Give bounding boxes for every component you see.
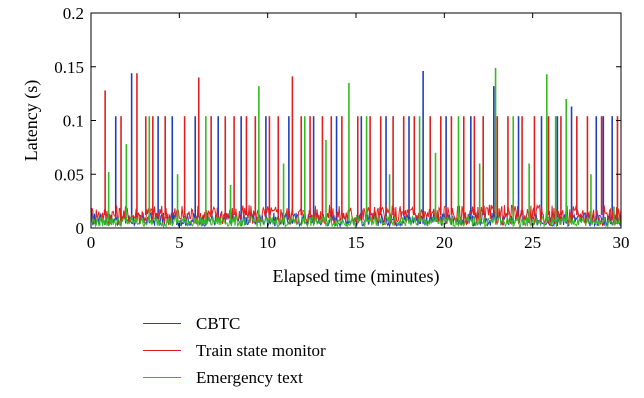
legend-swatch-cbtc [143, 323, 181, 324]
series-1 [90, 73, 622, 227]
series-group [90, 67, 622, 229]
x-tick-label-5: 25 [524, 233, 541, 252]
series-0 [90, 71, 621, 229]
x-tick-label-1: 5 [175, 233, 184, 252]
ticks-group: 0 5 10 15 20 25 30 0 0.05 0.1 0.15 0.2 [54, 4, 629, 252]
x-axis-title: Elapsed time (minutes) [273, 266, 440, 287]
legend-item-cbtc: CBTC [143, 310, 326, 337]
series-2-baseline-line [90, 214, 622, 229]
legend-item-emergency-text: Emergency text [143, 364, 326, 391]
y-tick-label-0: 0 [76, 219, 85, 238]
x-tick-label-4: 20 [436, 233, 453, 252]
y-tick-label-2: 0.1 [63, 112, 84, 131]
y-tick-label-4: 0.2 [63, 4, 84, 23]
legend-swatch-train-state-monitor [143, 350, 181, 351]
y-tick-label-1: 0.05 [54, 165, 84, 184]
x-tick-label-6: 30 [613, 233, 630, 252]
legend-swatch-emergency-text [143, 377, 181, 378]
series-1-baseline-line [90, 203, 622, 227]
plot-background [91, 13, 621, 228]
legend-item-train-state-monitor: Train state monitor [143, 337, 326, 364]
x-tick-label-0: 0 [87, 233, 96, 252]
series-2 [90, 67, 622, 229]
x-tick-label-3: 15 [348, 233, 365, 252]
legend: CBTC Train state monitor Emergency text [143, 310, 326, 391]
y-axis-title: Latency (s) [21, 80, 42, 161]
legend-label-emergency-text: Emergency text [196, 367, 303, 387]
x-tick-label-2: 10 [259, 233, 276, 252]
legend-label-train-state-monitor: Train state monitor [196, 340, 326, 360]
y-tick-label-3: 0.15 [54, 58, 84, 77]
plot-area [91, 13, 621, 228]
legend-label-cbtc: CBTC [196, 313, 241, 333]
